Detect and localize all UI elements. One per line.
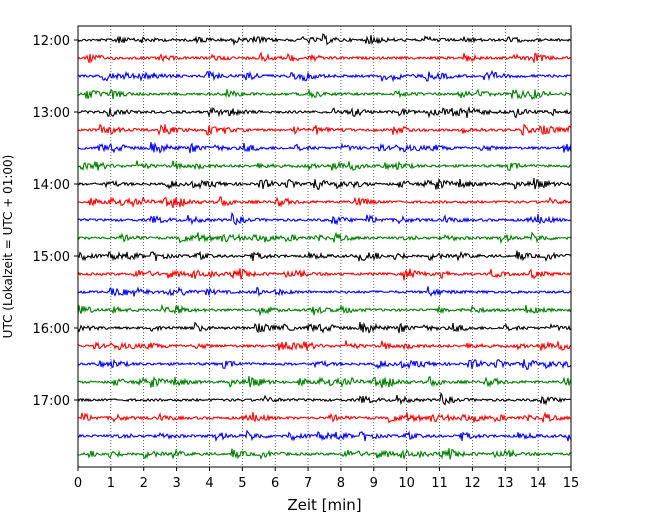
y-tick-label: 12:00 xyxy=(33,34,70,49)
x-tick-label: 2 xyxy=(140,476,148,491)
trace-line xyxy=(77,303,572,317)
plot-frame xyxy=(77,25,572,468)
trace-line xyxy=(77,88,572,101)
trace-line xyxy=(77,411,572,424)
x-tick-label: 9 xyxy=(370,476,378,491)
trace-line xyxy=(77,231,572,245)
trace-line xyxy=(77,340,572,351)
x-tick-label: 8 xyxy=(337,476,345,491)
trace-line xyxy=(77,321,572,334)
trace-line xyxy=(77,196,572,208)
y-axis-ticks: 12:00 13:00 14:00 15:00 16:00 17:00 xyxy=(33,34,78,409)
x-axis-ticks: 0 1 2 3 4 5 6 7 8 9 10 11 12 13 14 15 xyxy=(74,467,579,491)
y-tick-label: 17:00 xyxy=(33,394,70,409)
x-tick-label: 15 xyxy=(563,476,580,491)
trace-line xyxy=(77,105,572,119)
seismic-traces xyxy=(77,33,572,460)
x-tick-label: 5 xyxy=(238,476,246,491)
y-tick-label: 13:00 xyxy=(33,106,70,121)
trace-line xyxy=(77,448,572,460)
trace-line xyxy=(77,391,572,406)
trace-line xyxy=(77,429,572,443)
trace-line xyxy=(77,268,572,281)
trace-line xyxy=(77,211,572,226)
x-tick-label: 7 xyxy=(304,476,312,491)
y-tick-label: 16:00 xyxy=(33,322,70,337)
trace-line xyxy=(77,250,572,262)
trace-line xyxy=(77,33,572,47)
trace-line xyxy=(77,358,572,371)
y-tick-label: 15:00 xyxy=(33,250,70,265)
trace-line xyxy=(77,177,572,191)
x-tick-label: 10 xyxy=(398,476,415,491)
trace-line xyxy=(77,69,572,83)
trace-line xyxy=(77,123,572,137)
trace-line xyxy=(77,375,572,388)
x-tick-label: 14 xyxy=(530,476,547,491)
x-axis-label: Zeit [min] xyxy=(287,496,361,514)
trace-line xyxy=(77,160,572,171)
x-tick-label: 1 xyxy=(107,476,115,491)
y-tick-label: 14:00 xyxy=(33,178,70,193)
x-tick-label: 0 xyxy=(74,476,82,491)
y-axis-label: UTC (Lokalzeit = UTC + 01:00) xyxy=(1,155,15,339)
trace-line xyxy=(77,286,572,297)
x-tick-label: 13 xyxy=(497,476,514,491)
x-tick-label: 12 xyxy=(464,476,481,491)
x-tick-label: 3 xyxy=(172,476,180,491)
x-tick-label: 11 xyxy=(431,476,448,491)
x-tick-label: 6 xyxy=(271,476,279,491)
x-tick-label: 4 xyxy=(205,476,213,491)
trace-line xyxy=(77,141,572,154)
trace-line xyxy=(77,51,572,64)
